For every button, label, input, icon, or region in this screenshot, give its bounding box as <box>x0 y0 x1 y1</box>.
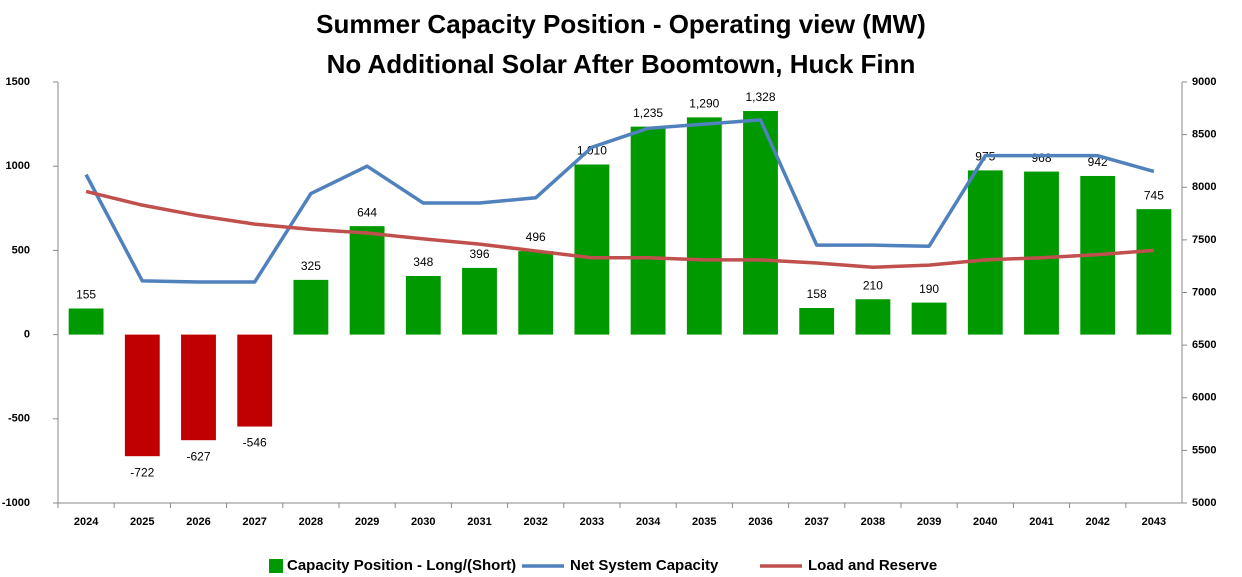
data-label: 158 <box>807 287 827 301</box>
bar <box>181 334 216 441</box>
x-tick-label: 2030 <box>411 516 435 528</box>
x-tick-label: 2024 <box>74 516 99 528</box>
data-label: 644 <box>357 205 377 219</box>
bar <box>911 302 947 335</box>
y2-tick-label: 5000 <box>1192 497 1216 509</box>
y-tick-label: -1000 <box>2 497 30 509</box>
x-tick-label: 2038 <box>861 516 885 528</box>
y2-tick-label: 7500 <box>1192 234 1216 246</box>
y2-tick-label: 5500 <box>1192 444 1216 456</box>
x-tick-label: 2034 <box>636 516 661 528</box>
data-label: 496 <box>526 230 546 244</box>
data-label: 210 <box>863 278 883 292</box>
bar <box>68 308 104 335</box>
y-tick-label: 500 <box>12 244 30 256</box>
legend-label: Load and Reserve <box>808 557 937 574</box>
data-label: 190 <box>919 282 939 296</box>
y-tick-label: 1000 <box>6 160 30 172</box>
legend-label: Capacity Position - Long/(Short) <box>287 557 516 574</box>
x-tick-label: 2036 <box>748 516 772 528</box>
x-tick-label: 2035 <box>692 516 716 528</box>
chart-title: Summer Capacity Position - Operating vie… <box>316 9 926 39</box>
data-label: 348 <box>413 255 433 269</box>
bar <box>686 117 722 335</box>
bar <box>293 279 329 335</box>
line <box>84 118 1155 284</box>
line <box>85 189 1155 269</box>
legend-swatch <box>269 559 283 573</box>
x-tick-label: 2031 <box>467 516 491 528</box>
data-label: 1,290 <box>689 97 719 111</box>
bar <box>1136 209 1172 335</box>
y-tick-label: 0 <box>24 329 30 341</box>
x-tick-label: 2026 <box>186 516 210 528</box>
bar <box>799 307 835 335</box>
x-tick-label: 2025 <box>130 516 154 528</box>
x-tick-label: 2028 <box>299 516 323 528</box>
data-label: 745 <box>1144 188 1164 202</box>
bar <box>630 126 666 335</box>
bar <box>855 299 891 335</box>
y-tick-label: 1500 <box>6 76 30 88</box>
y-tick-label: -500 <box>8 413 30 425</box>
data-label: -722 <box>130 465 154 479</box>
x-tick-label: 2033 <box>580 516 604 528</box>
data-label: 396 <box>469 247 489 261</box>
x-tick-label: 2032 <box>523 516 547 528</box>
bar <box>574 164 610 335</box>
x-tick-label: 2043 <box>1142 516 1166 528</box>
y2-tick-label: 7000 <box>1192 286 1216 298</box>
bar <box>349 226 385 335</box>
bar <box>462 267 497 335</box>
x-tick-label: 2042 <box>1085 516 1109 528</box>
data-label: 325 <box>301 259 321 273</box>
chart-subtitle: No Additional Solar After Boomtown, Huck… <box>327 49 916 79</box>
data-label: 155 <box>76 288 96 302</box>
bar <box>518 251 554 335</box>
data-label: 968 <box>1031 151 1051 165</box>
data-label: 1,235 <box>633 106 663 120</box>
y2-tick-label: 8500 <box>1192 129 1216 141</box>
x-tick-label: 2037 <box>804 516 828 528</box>
bar <box>967 170 1003 335</box>
bar <box>124 334 160 457</box>
y2-tick-label: 6500 <box>1192 339 1216 351</box>
x-tick-label: 2040 <box>973 516 997 528</box>
bar <box>405 275 441 335</box>
data-label: -627 <box>186 449 210 463</box>
data-label: 1,328 <box>745 90 775 104</box>
x-tick-label: 2027 <box>242 516 266 528</box>
bar <box>237 334 273 427</box>
x-tick-label: 2029 <box>355 516 379 528</box>
y2-tick-label: 8000 <box>1192 181 1216 193</box>
legend-label: Net System Capacity <box>570 557 719 574</box>
y2-tick-label: 9000 <box>1192 76 1216 88</box>
bar <box>1024 171 1059 335</box>
data-label: -546 <box>243 436 267 450</box>
x-tick-label: 2041 <box>1029 516 1053 528</box>
x-tick-label: 2039 <box>917 516 941 528</box>
y2-tick-label: 6000 <box>1192 392 1216 404</box>
